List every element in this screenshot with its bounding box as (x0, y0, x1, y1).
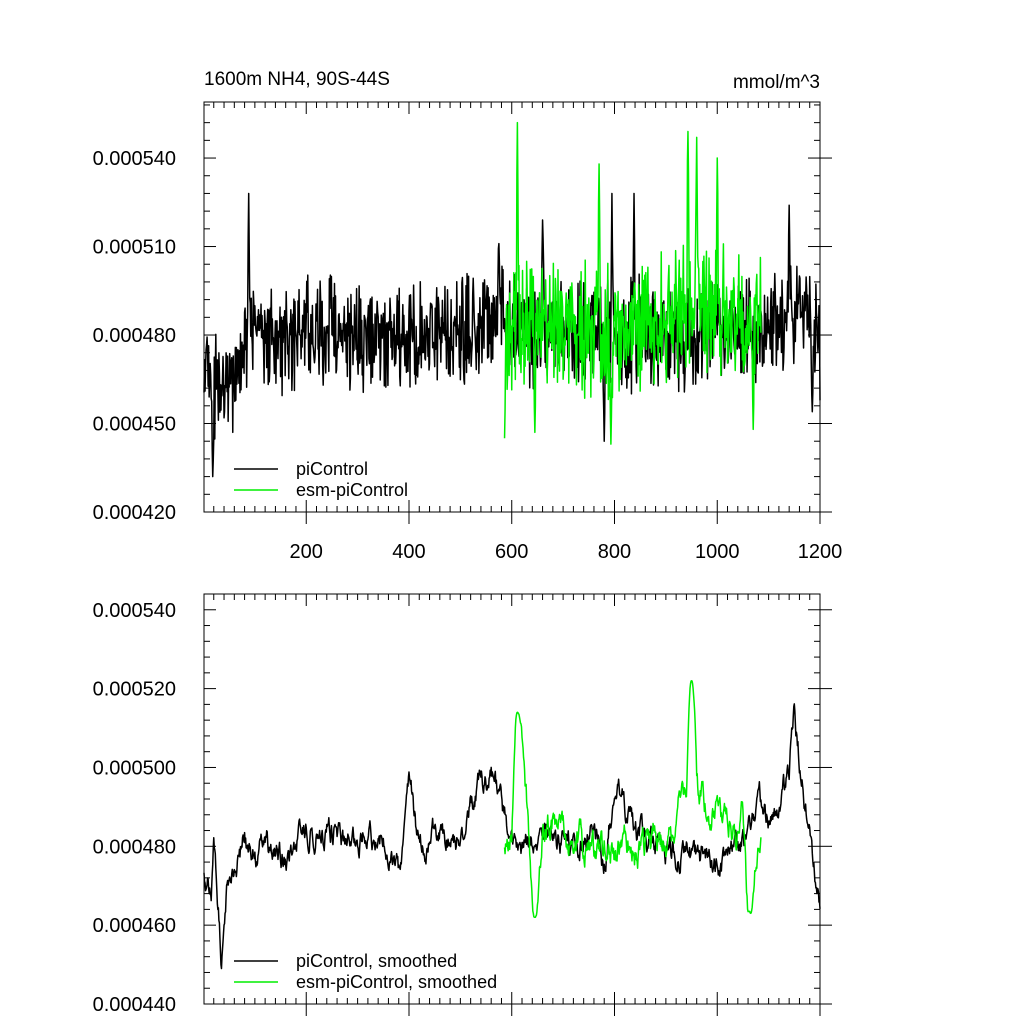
y-tick-label: 0.000540 (93, 148, 176, 170)
y-tick-label: 0.000520 (93, 679, 176, 701)
y-tick-label: 0.000480 (93, 836, 176, 858)
units-label: mmol/m^3 (733, 72, 820, 93)
x-tick-label: 600 (495, 541, 528, 563)
x-tick-label: 400 (392, 541, 425, 563)
x-tick-label: 1000 (695, 541, 740, 563)
raw-legend: piControl esm-piControl (234, 459, 408, 500)
chart-title: 1600m NH4, 90S-44S (204, 69, 390, 90)
smoothed-panel: 0.000440 0.000460 0.000480 0.000500 0.000520… (93, 593, 832, 1016)
raw-x-tick-labels: 200 400 600 800 1000 1200 (290, 541, 843, 563)
raw-series (203, 121, 821, 478)
x-tick-label: 1200 (798, 541, 843, 563)
smoothed-legend: piControl, smoothed esm-piControl, smoot… (234, 951, 497, 992)
series-line-esm-picontrol-smoothed (503, 679, 762, 919)
y-tick-label: 0.000420 (93, 502, 176, 524)
y-tick-label: 0.000440 (93, 994, 176, 1016)
series-line-esm-picontrol (503, 121, 762, 445)
raw-panel: 1600m NH4, 90S-44S mmol/m^3 200 400 600 800… (93, 69, 843, 563)
legend-label-picontrol: piControl (296, 459, 368, 479)
y-tick-label: 0.000500 (93, 757, 176, 779)
y-tick-label: 0.000450 (93, 414, 176, 436)
legend-label-esm-picontrol: esm-piControl (296, 480, 408, 500)
legend-label-picontrol-smoothed: piControl, smoothed (296, 951, 457, 971)
x-tick-label: 200 (290, 541, 323, 563)
x-tick-label: 800 (598, 541, 631, 563)
raw-y-tick-labels: 0.000420 0.000450 0.000480 0.000510 0.000540 (93, 148, 176, 524)
smoothed-series (203, 679, 821, 970)
raw-plot-frame (203, 101, 821, 513)
y-tick-label: 0.000480 (93, 325, 176, 347)
smoothed-plot-frame (203, 593, 821, 1005)
smoothed-y-tick-labels: 0.000440 0.000460 0.000480 0.000500 0.000520… (93, 600, 176, 1016)
y-tick-label: 0.000460 (93, 915, 176, 937)
y-tick-label: 0.000540 (93, 600, 176, 622)
legend-label-esm-picontrol-smoothed: esm-piControl, smoothed (296, 972, 497, 992)
y-tick-label: 0.000510 (93, 237, 176, 259)
